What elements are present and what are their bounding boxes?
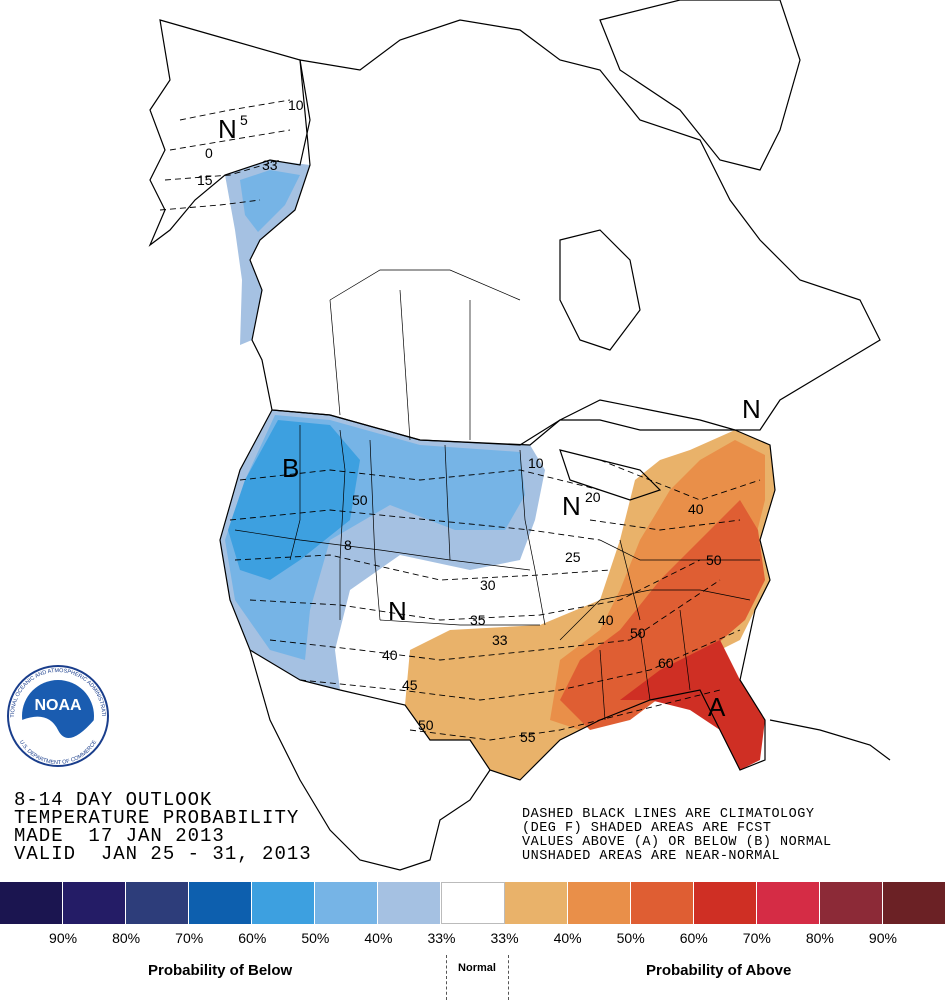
contour-label: 10 bbox=[288, 97, 304, 113]
legend-swatch bbox=[820, 882, 883, 924]
map-label-a-florida: A bbox=[708, 692, 726, 722]
contour-label: 20 bbox=[585, 489, 601, 505]
contour-label: 40 bbox=[382, 647, 398, 663]
noaa-logo-bird bbox=[22, 716, 94, 753]
contour-label: 45 bbox=[402, 677, 418, 693]
contour-label: 33 bbox=[492, 632, 508, 648]
contour-label: 15 bbox=[197, 172, 213, 188]
us-border bbox=[271, 409, 735, 446]
note-line-3: VALUES ABOVE (A) OR BELOW (B) NORMAL bbox=[522, 835, 832, 850]
valid-dates: VALID JAN 25 - 31, 2013 bbox=[14, 843, 312, 865]
cuba bbox=[769, 719, 891, 761]
legend-percent: 50% bbox=[616, 930, 645, 946]
contour-label: 35 bbox=[470, 612, 486, 628]
legend-percent: 40% bbox=[364, 930, 393, 946]
legend-swatch bbox=[126, 882, 189, 924]
legend-swatch bbox=[63, 882, 126, 924]
noaa-logo-name: NOAA bbox=[34, 697, 82, 714]
legend-swatch bbox=[505, 882, 568, 924]
above-normal-areas bbox=[405, 430, 775, 780]
map-label-n-midwest: N bbox=[562, 491, 581, 521]
legend-percent: 80% bbox=[112, 930, 141, 946]
legend-swatch bbox=[252, 882, 315, 924]
legend-percent: 70% bbox=[742, 930, 771, 946]
mexico-outline bbox=[249, 649, 491, 871]
note-line-4: UNSHADED AREAS ARE NEAR-NORMAL bbox=[522, 849, 781, 864]
note-line-1: DASHED BLACK LINES ARE CLIMATOLOGY bbox=[522, 807, 815, 822]
noaa-logo: NOAA NATIONAL OCEANIC AND ATMOSPHERIC AD… bbox=[7, 665, 109, 767]
legend-percent: 50% bbox=[301, 930, 330, 946]
contour-label: 50 bbox=[418, 717, 434, 733]
map-label-n-northeast: N bbox=[742, 394, 761, 424]
contour-label: 55 bbox=[520, 729, 536, 745]
us-outline bbox=[219, 409, 776, 781]
contour-label: 8 bbox=[344, 537, 352, 553]
legend-color-bar bbox=[0, 882, 946, 924]
legend-swatch bbox=[631, 882, 694, 924]
legend-swatch bbox=[441, 882, 505, 924]
canada-outline bbox=[249, 19, 881, 446]
legend-percent: 33% bbox=[427, 930, 456, 946]
contour-label: 60 bbox=[658, 655, 674, 671]
legend-swatch bbox=[378, 882, 441, 924]
great-lakes bbox=[559, 449, 662, 501]
legend-percent: 33% bbox=[490, 930, 519, 946]
hudson-bay bbox=[559, 229, 641, 351]
below-alaska-inner bbox=[240, 170, 300, 232]
legend-divider-left bbox=[446, 955, 447, 1000]
legend-above-label: Probability of Above bbox=[646, 962, 792, 979]
legend-swatch bbox=[694, 882, 757, 924]
legend-percent: 90% bbox=[868, 930, 897, 946]
below-normal-areas bbox=[220, 160, 545, 690]
legend-percent: 60% bbox=[679, 930, 708, 946]
outlook-title: 8-14 DAY OUTLOOK bbox=[14, 789, 213, 811]
contour-label: 33 bbox=[262, 157, 278, 173]
contour-label: 25 bbox=[565, 549, 581, 565]
climatology-lines bbox=[159, 99, 761, 741]
state-lines bbox=[234, 269, 760, 721]
below-50-area bbox=[228, 420, 360, 580]
outlook-map: N N N N B A 10 5 0 15 33 10 20 25 30 35 … bbox=[7, 0, 891, 871]
legend-percent: 90% bbox=[49, 930, 78, 946]
legend-divider-right bbox=[508, 955, 509, 1000]
contour-label: 30 bbox=[480, 577, 496, 593]
contour-label: 50 bbox=[706, 552, 722, 568]
contour-label: 10 bbox=[528, 455, 544, 471]
above-50-area bbox=[560, 500, 765, 730]
contour-label: 40 bbox=[688, 501, 704, 517]
legend-swatch bbox=[189, 882, 252, 924]
legend-below-label: Probability of Below bbox=[148, 962, 293, 979]
alaska-outline bbox=[148, 19, 311, 247]
legend-swatch bbox=[757, 882, 820, 924]
map-label-b-northwest: B bbox=[282, 453, 299, 483]
above-60-area bbox=[620, 640, 765, 770]
note-line-2: (DEG F) SHADED AREAS ARE FCST bbox=[522, 821, 772, 836]
legend-swatch bbox=[883, 882, 946, 924]
contour-label: 5 bbox=[240, 112, 248, 128]
map-outlines bbox=[148, 0, 891, 871]
map-label-n-southwest: N bbox=[388, 596, 407, 626]
contour-label: 0 bbox=[205, 145, 213, 161]
contour-label: 50 bbox=[630, 625, 646, 641]
legend-percent: 70% bbox=[175, 930, 204, 946]
outlook-subtitle: TEMPERATURE PROBABILITY bbox=[14, 807, 300, 829]
legend-percent: 80% bbox=[805, 930, 834, 946]
legend-swatch bbox=[315, 882, 378, 924]
legend-normal-label: Normal bbox=[458, 962, 496, 974]
contour-label: 40 bbox=[598, 612, 614, 628]
legend-swatch bbox=[0, 882, 63, 924]
made-date: MADE 17 JAN 2013 bbox=[14, 825, 225, 847]
legend-percent: 60% bbox=[238, 930, 267, 946]
legend-percent: 40% bbox=[553, 930, 582, 946]
contour-label: 50 bbox=[352, 492, 368, 508]
map-label-n-alaska: N bbox=[218, 114, 237, 144]
legend-swatch bbox=[568, 882, 631, 924]
greenland-outline bbox=[599, 0, 801, 171]
